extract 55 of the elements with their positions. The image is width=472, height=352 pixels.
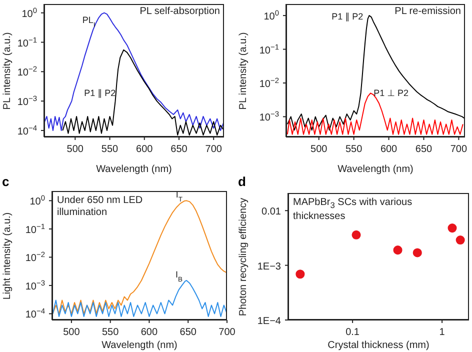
y-tick-label: 10$^{−1}$ xyxy=(17,34,37,50)
chart-title: d xyxy=(238,174,246,189)
x-tick-label: 500 xyxy=(310,144,328,155)
x-tick-label: 0.1 xyxy=(346,327,360,338)
y-tick-label: 10$^{−3}$ xyxy=(25,278,45,292)
line-series xyxy=(62,49,224,136)
y-tick-label: 10$^{−2}$ xyxy=(17,64,37,79)
y-axis-title: Light intensity (a.u.) xyxy=(2,212,14,300)
annotation: PL self-absorption xyxy=(140,6,220,18)
y-tick-label: 10$^{0}$ xyxy=(22,5,37,20)
x-tick-label: 500 xyxy=(66,144,84,155)
y-tick-label: 10$^{−2}$ xyxy=(259,75,279,90)
series-label: P1 ∥ P2 xyxy=(332,12,364,22)
y-tick-label: 10$^{−1}$ xyxy=(259,42,279,56)
y-tick-label: 10$^{0}$ xyxy=(30,193,45,208)
x-tick-label: 700 xyxy=(450,144,468,155)
x-axis-title: Wavelength (nm) xyxy=(95,164,173,175)
y-tick-label: 10$^{−3}$ xyxy=(17,94,37,108)
y-tick-label: 1E−3 xyxy=(257,261,282,272)
x-axis-title: Crystal thickness (mm) xyxy=(326,340,430,351)
annotation: PL re-emission xyxy=(394,6,461,18)
x-axis-title: Wavelength (nm) xyxy=(336,164,414,175)
x-tick-label: 550 xyxy=(102,327,120,338)
x-axis-title: Wavelength (nm) xyxy=(100,340,178,351)
series-label: P1 ⊥ P2 xyxy=(374,88,408,98)
x-tick-label: 600 xyxy=(140,327,158,338)
y-tick-label: 10$^{−3}$ xyxy=(259,109,279,124)
y-tick-label: 0.01 xyxy=(262,206,282,218)
series-label: P1 ∥ P2 xyxy=(84,88,116,98)
x-tick-label: 700 xyxy=(205,144,222,155)
series-label: I$_{B}$ xyxy=(176,269,184,283)
x-tick-label: 650 xyxy=(415,144,433,155)
y-tick-label: 10$^{−2}$ xyxy=(25,250,45,264)
y-axis-title: PL intensity (a.u.) xyxy=(238,32,250,110)
x-tick-label: 700 xyxy=(218,327,236,338)
x-tick-label: 600 xyxy=(380,144,398,155)
annotation: MAPbBr$_{3}$ SCs with various thicknesses xyxy=(293,197,413,223)
line-series xyxy=(52,280,227,317)
x-tick-label: 500 xyxy=(63,327,80,338)
x-tick-label: 600 xyxy=(136,144,154,155)
x-tick-label: 650 xyxy=(170,144,188,155)
y-tick-label: 10$^{−1}$ xyxy=(25,221,45,236)
x-tick-label: 550 xyxy=(345,144,363,155)
y-tick-label: 10$^{−4}$ xyxy=(17,122,37,138)
series-label: PL$_{I}$ xyxy=(82,14,96,28)
x-tick-label: 1 xyxy=(439,327,446,338)
y-tick-label: 10$^{0}$ xyxy=(264,8,279,23)
y-axis-title: PL intensity (a.u.) xyxy=(2,32,14,110)
y-tick-label: 10$^{−4}$ xyxy=(25,306,45,321)
y-tick-label: 1E−4 xyxy=(257,316,282,327)
x-tick-label: 550 xyxy=(101,144,119,155)
annotation: Under 650 nm LED illumination xyxy=(57,195,144,219)
x-tick-label: 650 xyxy=(180,327,197,338)
chart-title: c xyxy=(2,174,10,189)
y-axis-title: Photon recycling efficiency xyxy=(238,197,250,316)
